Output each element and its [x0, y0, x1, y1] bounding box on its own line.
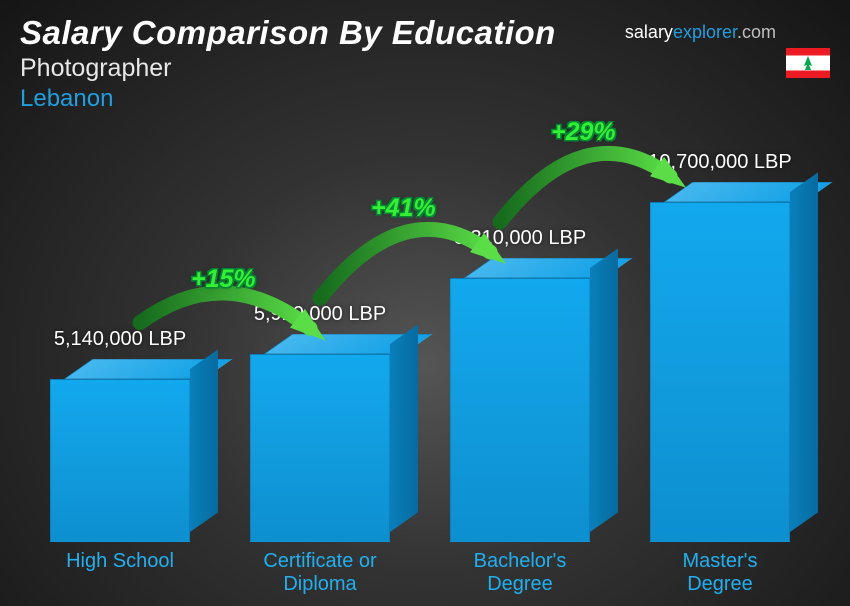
- watermark-part-b: explorer: [673, 22, 737, 42]
- bar: 10,700,000 LBP: [640, 151, 800, 542]
- bar-value-label: 5,140,000 LBP: [54, 328, 186, 351]
- header: Salary Comparison By Education Photograp…: [0, 0, 850, 113]
- bar-value-label: 8,310,000 LBP: [454, 227, 586, 250]
- flag-icon: [786, 48, 830, 78]
- x-axis-label: Bachelor'sDegree: [440, 550, 600, 596]
- chart-subtitle: Photographer: [20, 54, 830, 83]
- chart-location: Lebanon: [20, 85, 830, 113]
- watermark-part-a: salary: [625, 22, 673, 42]
- bar: 8,310,000 LBP: [440, 227, 600, 542]
- watermark-part-c: .com: [737, 22, 776, 42]
- bar-value-label: 5,910,000 LBP: [254, 303, 386, 326]
- x-axis-label: Certificate orDiploma: [240, 550, 400, 596]
- bar-chart: 5,140,000 LBP 5,910,000 LBP 8,310,000 LBP 1…: [30, 136, 810, 596]
- bar-value-label: 10,700,000 LBP: [648, 151, 791, 174]
- watermark: salaryexplorer.com: [625, 22, 776, 43]
- bar: 5,140,000 LBP: [40, 328, 200, 542]
- x-axis-label: Master'sDegree: [640, 550, 800, 596]
- x-axis-label: High School: [40, 550, 200, 596]
- bar: 5,910,000 LBP: [240, 303, 400, 542]
